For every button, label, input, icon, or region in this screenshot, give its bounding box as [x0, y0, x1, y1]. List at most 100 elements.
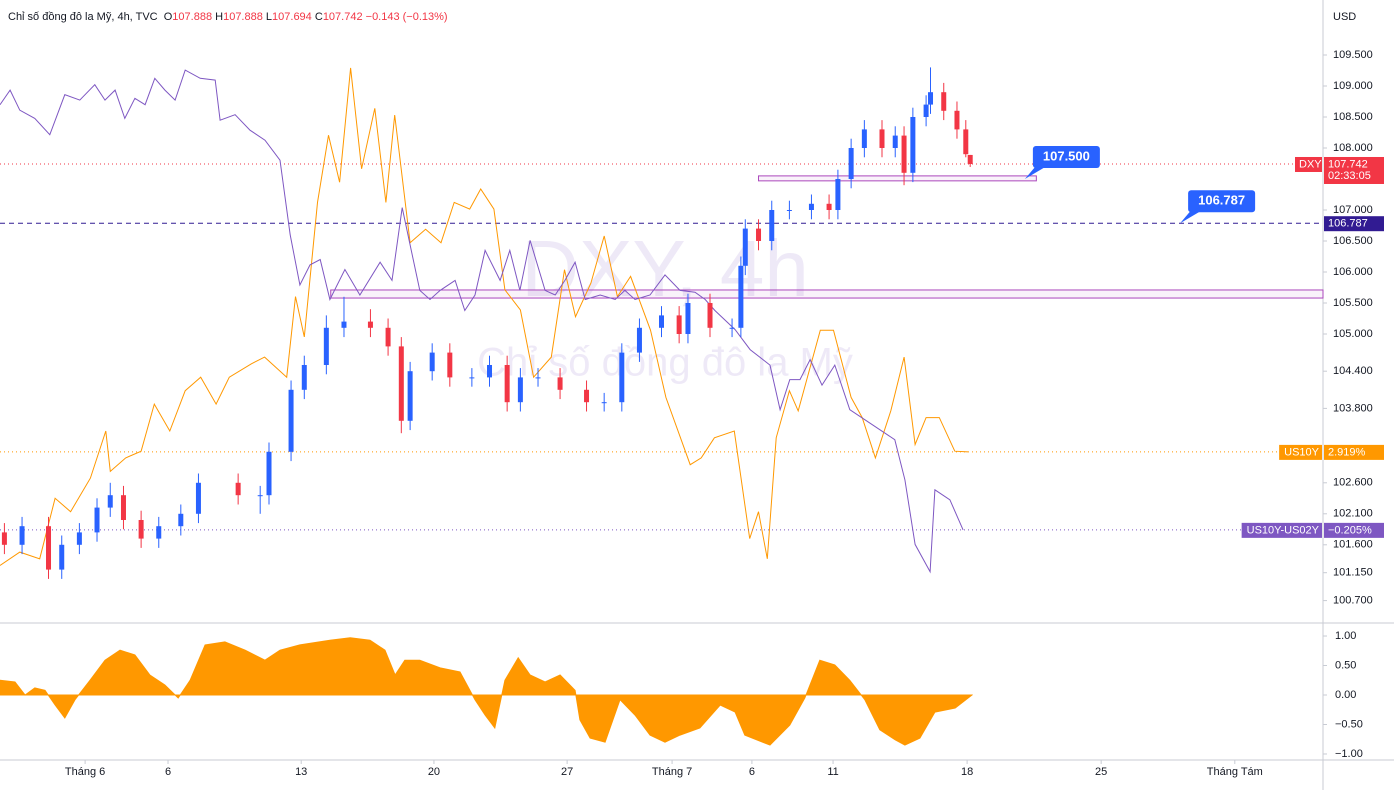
x-tick-label: Tháng 7	[652, 766, 692, 778]
candle-body	[636, 327, 642, 353]
ohlc-label: H	[215, 11, 224, 23]
candle-body	[301, 364, 307, 390]
ohlc-value: 107.888	[223, 11, 263, 23]
zone	[758, 175, 1037, 182]
series-tag-label: 2.919%	[1328, 446, 1366, 458]
candle-body	[892, 135, 898, 148]
y-tick-label: 107.000	[1333, 204, 1373, 216]
oscillator-area	[0, 637, 973, 746]
candle-body	[685, 302, 691, 334]
y-tick-label: −1.00	[1335, 748, 1363, 760]
y-tick-label: 102.100	[1333, 508, 1373, 520]
callout-pointer	[1024, 165, 1047, 179]
series-line	[0, 67, 969, 566]
candle-body	[584, 389, 590, 403]
price-tag-label: 106.787	[1328, 218, 1368, 230]
candle-body	[923, 104, 929, 117]
x-tick-label: 27	[561, 766, 573, 778]
ohlc-value: 107.888	[172, 11, 213, 23]
y-tick-label: 108.500	[1333, 111, 1373, 123]
series-name: US10Y	[1284, 446, 1320, 458]
callout-label: 107.500	[1043, 148, 1090, 163]
legend-header: Chỉ số đồng đô la Mỹ, 4h, TVC O107.888 H…	[8, 11, 448, 23]
y-tick-label: 109.500	[1333, 49, 1373, 61]
symbol-tag	[1295, 156, 1322, 172]
candle-body	[517, 377, 523, 403]
x-tick-label: Tháng Tám	[1207, 766, 1263, 778]
callout-box	[1032, 145, 1100, 168]
candle-body	[19, 526, 25, 545]
candle-body	[676, 315, 682, 334]
countdown: 02:33:05	[1328, 170, 1371, 182]
x-tick-label: 13	[295, 766, 307, 778]
series-tag-label: −0.205%	[1328, 524, 1372, 536]
watermark-subtitle: Chỉ số đồng đô la Mỹ	[477, 341, 853, 385]
series-name-tag	[1241, 522, 1322, 538]
candle-body	[76, 532, 82, 545]
candle-body	[808, 203, 814, 210]
y-tick-label: 1.00	[1335, 630, 1356, 642]
candle-body	[178, 513, 184, 527]
candle-body	[786, 209, 792, 211]
candle-body	[954, 110, 960, 130]
candle-body	[659, 315, 664, 328]
candle-body	[756, 228, 762, 241]
candle-body	[535, 377, 541, 379]
ohlc-label: O	[163, 11, 173, 23]
currency: USD	[1333, 11, 1356, 23]
candle-body	[288, 389, 294, 452]
y-tick-label: 105.000	[1333, 328, 1373, 340]
x-tick-label: 11	[827, 766, 838, 778]
y-tick-label: 109.000	[1333, 80, 1373, 92]
y-tick-label: −0.50	[1335, 718, 1363, 730]
x-tick-label: 6	[165, 766, 171, 778]
candle-body	[601, 402, 607, 404]
x-tick-label: Tháng 6	[65, 766, 105, 778]
candle-body	[848, 147, 854, 179]
candle-body	[367, 321, 373, 328]
zone	[330, 289, 1324, 299]
candle-body	[407, 371, 413, 421]
candle-body	[46, 526, 52, 570]
series-tag	[1324, 444, 1384, 460]
y-tick-label: 101.600	[1333, 539, 1373, 551]
candle-body	[235, 482, 241, 496]
candle-body	[429, 352, 435, 372]
candle-body	[738, 265, 744, 328]
x-tick-label: 18	[961, 766, 973, 778]
symbol-tag-label: DXY	[1299, 158, 1322, 170]
candle-body	[742, 228, 748, 266]
candle-body	[107, 495, 113, 508]
candle-body	[323, 327, 329, 365]
candle-body	[941, 92, 947, 111]
candle-body	[619, 352, 625, 403]
candle-body	[447, 352, 453, 378]
candle-body	[901, 135, 907, 173]
candle-body	[94, 507, 100, 533]
y-tick-label: 106.500	[1333, 235, 1373, 247]
y-tick-label: 101.150	[1333, 567, 1373, 579]
candle-body	[156, 526, 162, 539]
candle-body	[59, 544, 65, 570]
y-tick-label: 106.000	[1333, 266, 1373, 278]
y-tick-label: 105.500	[1333, 297, 1373, 309]
ohlc-value: 107.742	[322, 11, 363, 23]
y-tick-label: 103.800	[1333, 402, 1373, 414]
y-tick-label: 108.000	[1333, 142, 1373, 154]
series-name: US10Y-US02Y	[1247, 524, 1320, 536]
candle-body	[928, 92, 934, 105]
candle-body	[729, 327, 735, 329]
candle-body	[487, 364, 493, 378]
candle-body	[266, 451, 272, 496]
candle-body	[707, 302, 713, 328]
candle-body	[195, 482, 201, 514]
candle-body	[469, 377, 475, 379]
symbol: Chỉ số đồng đô la Mỹ, 4h, TVC	[8, 11, 158, 23]
ohlc-label: C	[314, 11, 323, 23]
series-line	[0, 69, 964, 574]
candle-body	[835, 178, 841, 210]
candle-body	[861, 129, 867, 148]
candle-body	[120, 495, 126, 520]
